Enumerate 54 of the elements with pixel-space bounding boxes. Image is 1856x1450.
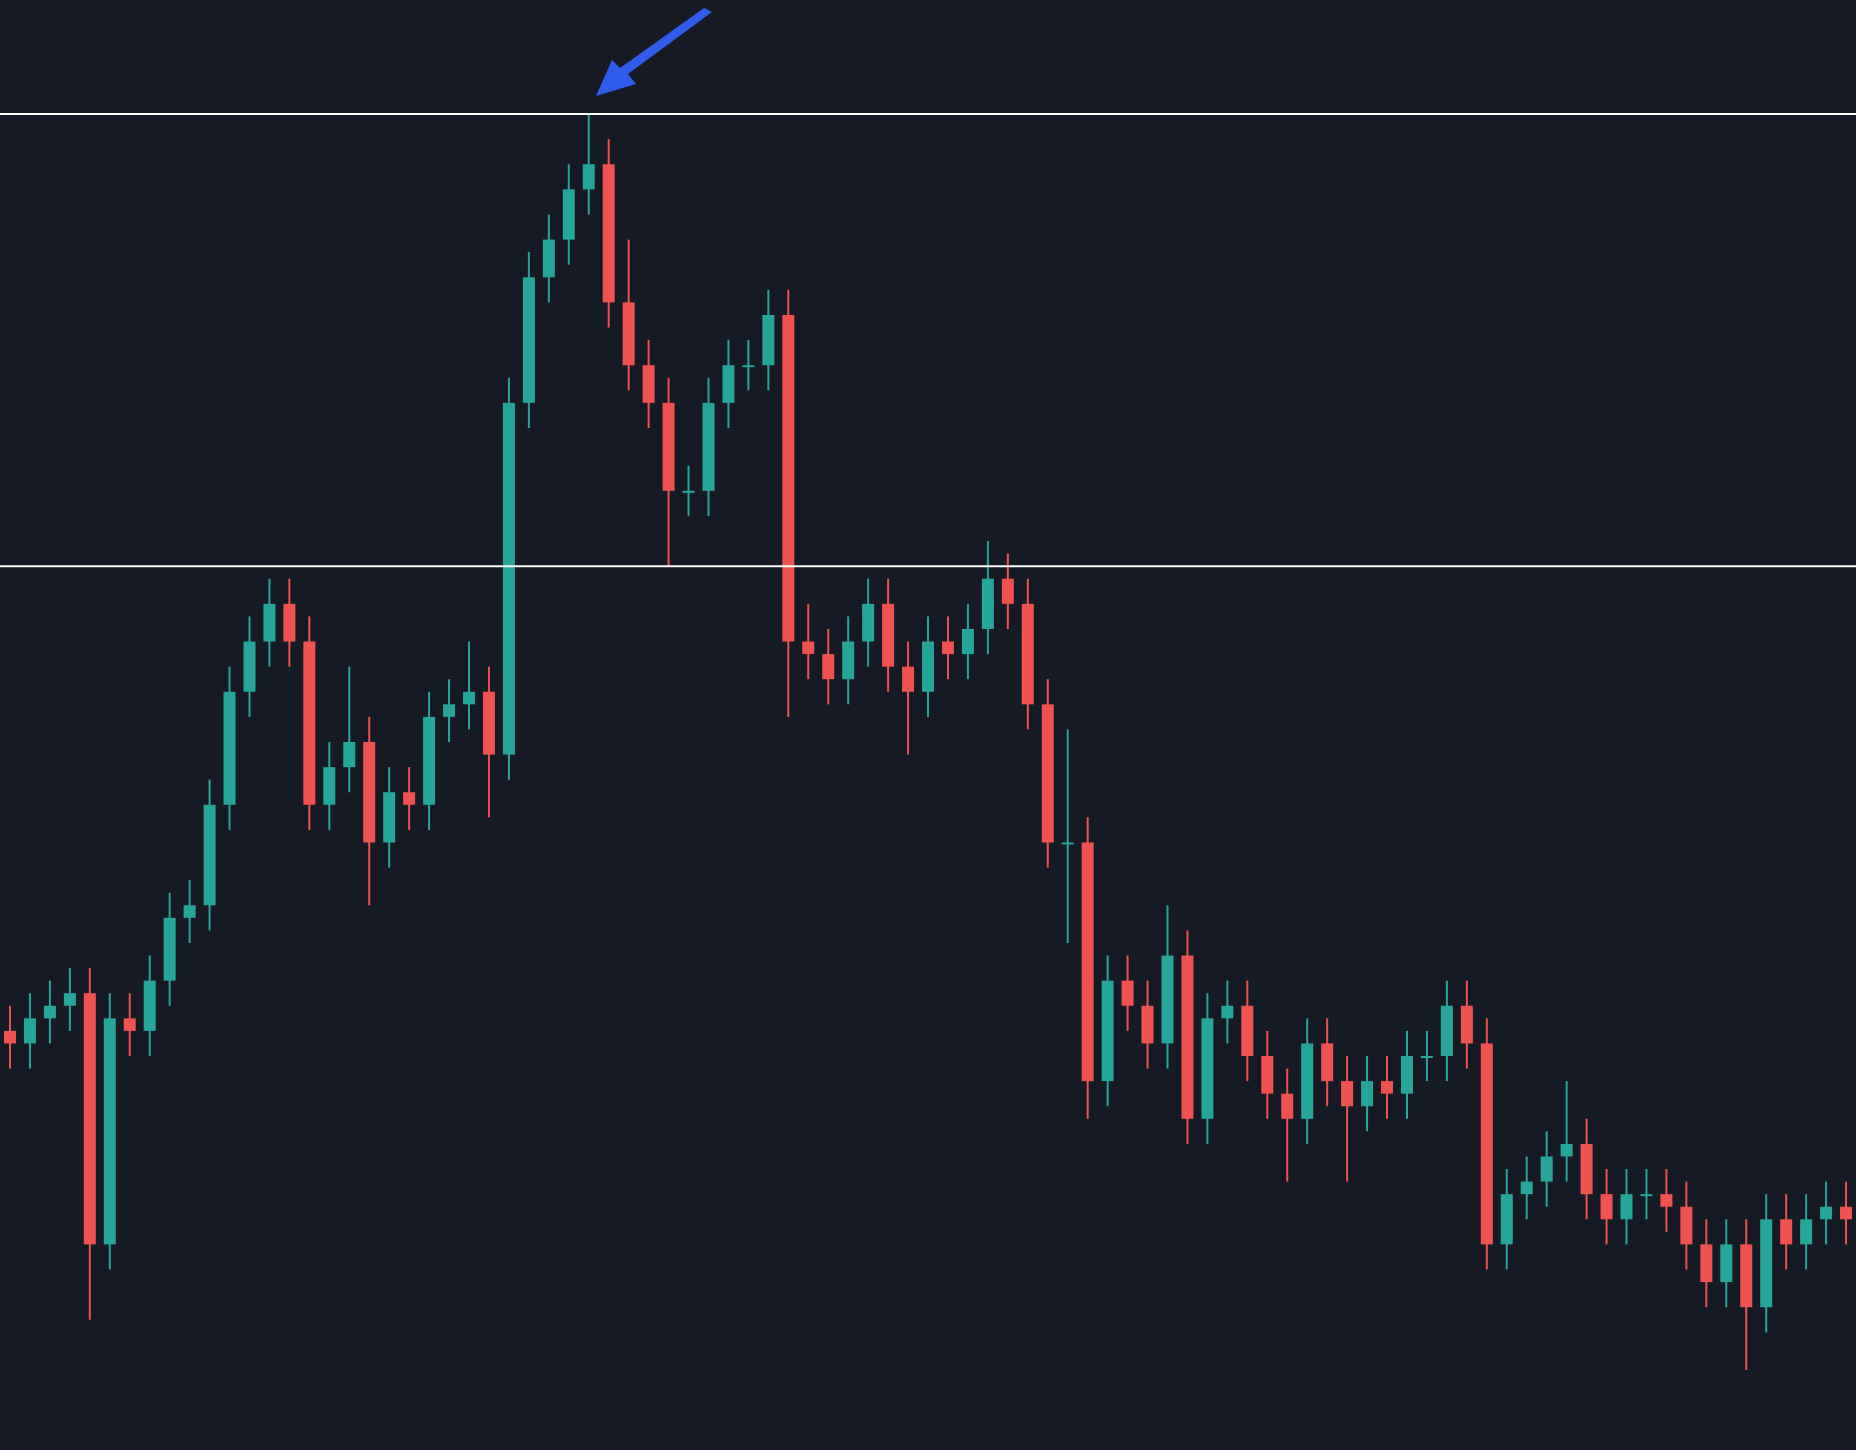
candlestick [1420,1029,1433,1083]
candlestick [842,615,855,706]
candlestick [403,766,416,831]
candlestick [343,665,356,794]
candlestick [323,741,336,831]
candlestick [682,464,695,517]
candlestick [1560,1080,1573,1183]
candlestick [902,640,915,756]
candlestick [1800,1193,1813,1271]
candlestick [1141,979,1154,1070]
candlestick [542,213,555,304]
candlestick [1400,1029,1413,1120]
candlestick [3,1004,16,1070]
candlestick [1001,552,1014,630]
candlestick [941,615,954,681]
candlestick [43,979,56,1045]
candlestick [1321,1017,1334,1108]
candlestick [1540,1130,1553,1208]
candlestick [1520,1155,1533,1221]
candlestick [1620,1168,1633,1246]
candlestick [1460,979,1473,1070]
candlestick [1660,1168,1673,1233]
candlestick [1820,1180,1833,1246]
candlestick [642,339,655,429]
candlestick [722,339,735,429]
candlestick [802,602,815,681]
candlestick [1640,1168,1653,1221]
candlestick [443,678,456,743]
candlestick [1840,1180,1853,1246]
candlestick [822,627,835,706]
candlestick [1780,1193,1793,1271]
candlestick [1341,1055,1354,1183]
candlestick [1600,1168,1613,1246]
candlestick [1261,1029,1274,1120]
candlestick [1680,1180,1693,1271]
candlestick [1061,728,1074,944]
candlestick [1700,1218,1713,1309]
candlestick [1720,1218,1733,1309]
candlestick [63,967,76,1032]
candlestick [582,114,595,216]
candlestick [1221,979,1234,1045]
candlestick [123,992,136,1057]
candlestick [463,640,475,731]
candlestick [1361,1055,1374,1133]
candlestick [1381,1055,1394,1120]
candlestick [742,339,755,392]
candlestick [283,577,296,668]
candlestick [183,879,196,944]
candlestick [1121,954,1134,1032]
candlestick [961,602,974,681]
candlestick [1281,1067,1294,1183]
candlestick [862,577,875,668]
candlestick [23,992,36,1070]
candlestick [263,577,276,668]
